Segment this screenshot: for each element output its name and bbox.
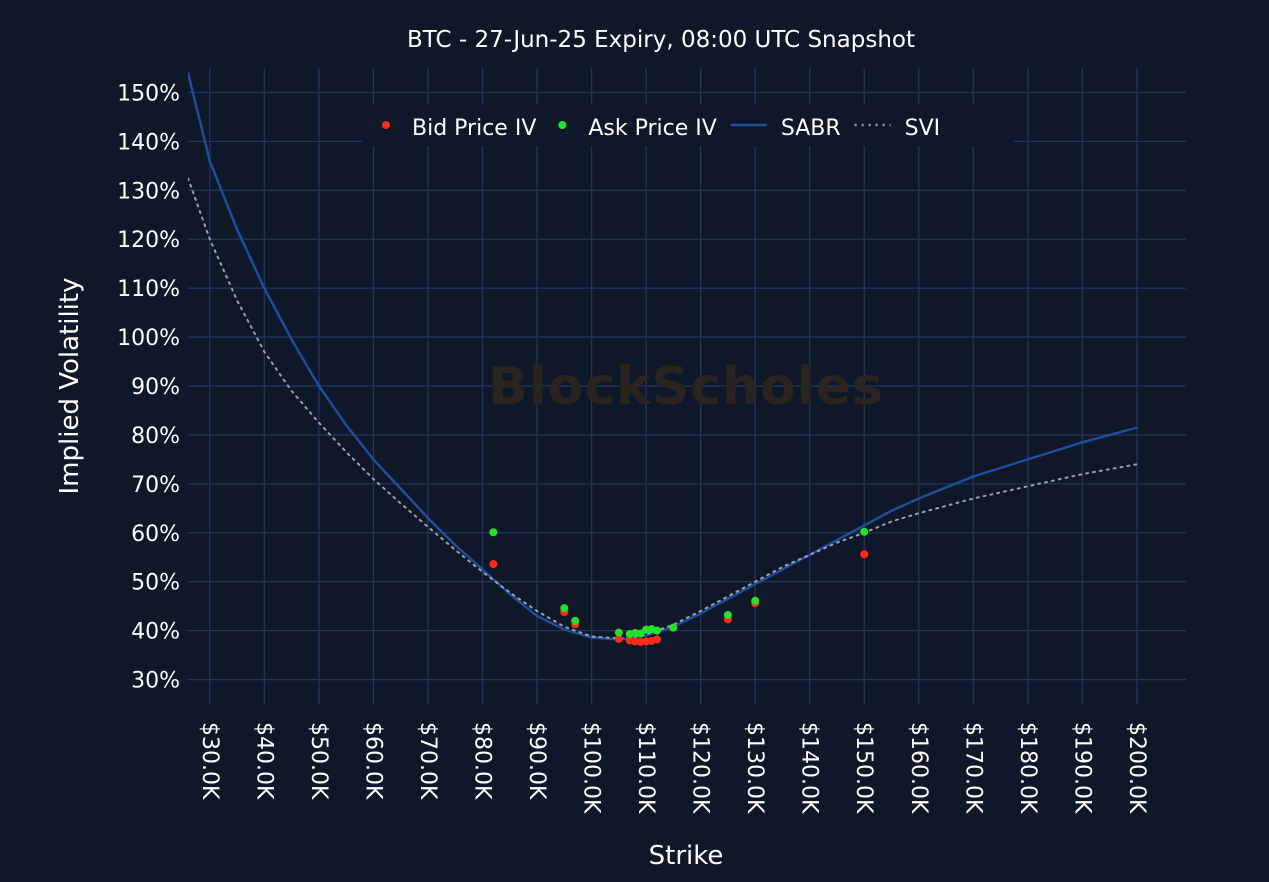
x-tick-label: $170.0K xyxy=(960,722,985,814)
y-tick-label: 100% xyxy=(117,326,180,351)
x-tick-label: $30.0K xyxy=(197,722,222,800)
legend-label-sabr: SABR xyxy=(781,116,841,141)
y-tick-label: 140% xyxy=(117,130,180,155)
legend-marker-bid-price-iv xyxy=(382,121,390,129)
ask-price-iv-point xyxy=(571,616,580,625)
y-tick-label: 90% xyxy=(131,375,180,400)
x-tick-label: $150.0K xyxy=(851,722,876,814)
ask-price-iv-point xyxy=(669,623,678,632)
y-tick-label: 150% xyxy=(117,81,180,106)
x-axis-title: Strike xyxy=(649,841,724,871)
legend-background xyxy=(362,104,1014,146)
x-tick-label: $140.0K xyxy=(797,722,822,814)
legend: Bid Price IV Ask Price IV SABR SVI xyxy=(362,104,1014,146)
ask-price-iv-point xyxy=(614,628,623,637)
svi-line xyxy=(188,177,1138,640)
legend-marker-ask-price-iv xyxy=(558,121,567,129)
x-tick-label: $160.0K xyxy=(906,722,931,814)
y-tick-label: 50% xyxy=(131,571,180,596)
ask-price-iv-point xyxy=(860,527,869,536)
x-tick-label: $120.0K xyxy=(688,722,713,814)
y-tick-label: 110% xyxy=(117,277,180,302)
x-tick-label: $90.0K xyxy=(524,722,549,800)
x-tick-label: $50.0K xyxy=(306,722,331,800)
x-tick-label: $60.0K xyxy=(360,722,385,800)
ask-price-iv-point xyxy=(560,604,569,613)
bid-price-iv-point xyxy=(860,550,869,559)
ask-price-iv-point xyxy=(489,528,498,537)
x-tick-label: $110.0K xyxy=(633,722,658,814)
y-tick-label: 130% xyxy=(117,179,180,204)
x-tick-label: $180.0K xyxy=(1015,722,1040,814)
legend-label-svi: SVI xyxy=(905,116,941,141)
x-tick-label: $40.0K xyxy=(251,722,276,800)
plot-area xyxy=(188,71,1139,646)
y-tick-label: 120% xyxy=(117,228,180,253)
bid-price-iv-point xyxy=(653,635,662,644)
legend-label-ask-price-iv: Ask Price IV xyxy=(588,116,716,141)
x-tick-label: $190.0K xyxy=(1069,722,1094,814)
x-tick-label: $200.0K xyxy=(1124,722,1149,814)
legend-label-bid-price-iv: Bid Price IV xyxy=(412,116,536,141)
bid-price-iv-point xyxy=(614,634,623,643)
ask-price-iv-point xyxy=(751,596,760,605)
y-tick-label: 70% xyxy=(131,473,180,498)
axes: 30% 40% 50% 60% 70% 80% 90% 100% 110% 120% 130% 140… xyxy=(117,81,1149,814)
bid-price-iv-point xyxy=(489,560,498,569)
y-tick-label: 40% xyxy=(131,620,180,645)
x-tick-label: $100.0K xyxy=(579,722,604,814)
y-tick-label: 30% xyxy=(131,669,180,694)
watermark-logo: BlockScholes xyxy=(488,357,884,417)
x-tick-label: $130.0K xyxy=(742,722,767,814)
y-tick-label: 60% xyxy=(131,522,180,547)
y-tick-label: 80% xyxy=(131,424,180,449)
ask-price-iv-point xyxy=(653,626,662,635)
x-tick-label: $70.0K xyxy=(415,722,440,800)
chart-title: BTC - 27-Jun-25 Expiry, 08:00 UTC Snapsh… xyxy=(407,27,915,53)
ask-price-iv-point xyxy=(723,610,732,619)
y-axis-title: Implied Volatility xyxy=(55,278,85,495)
x-tick-label: $80.0K xyxy=(469,722,494,800)
